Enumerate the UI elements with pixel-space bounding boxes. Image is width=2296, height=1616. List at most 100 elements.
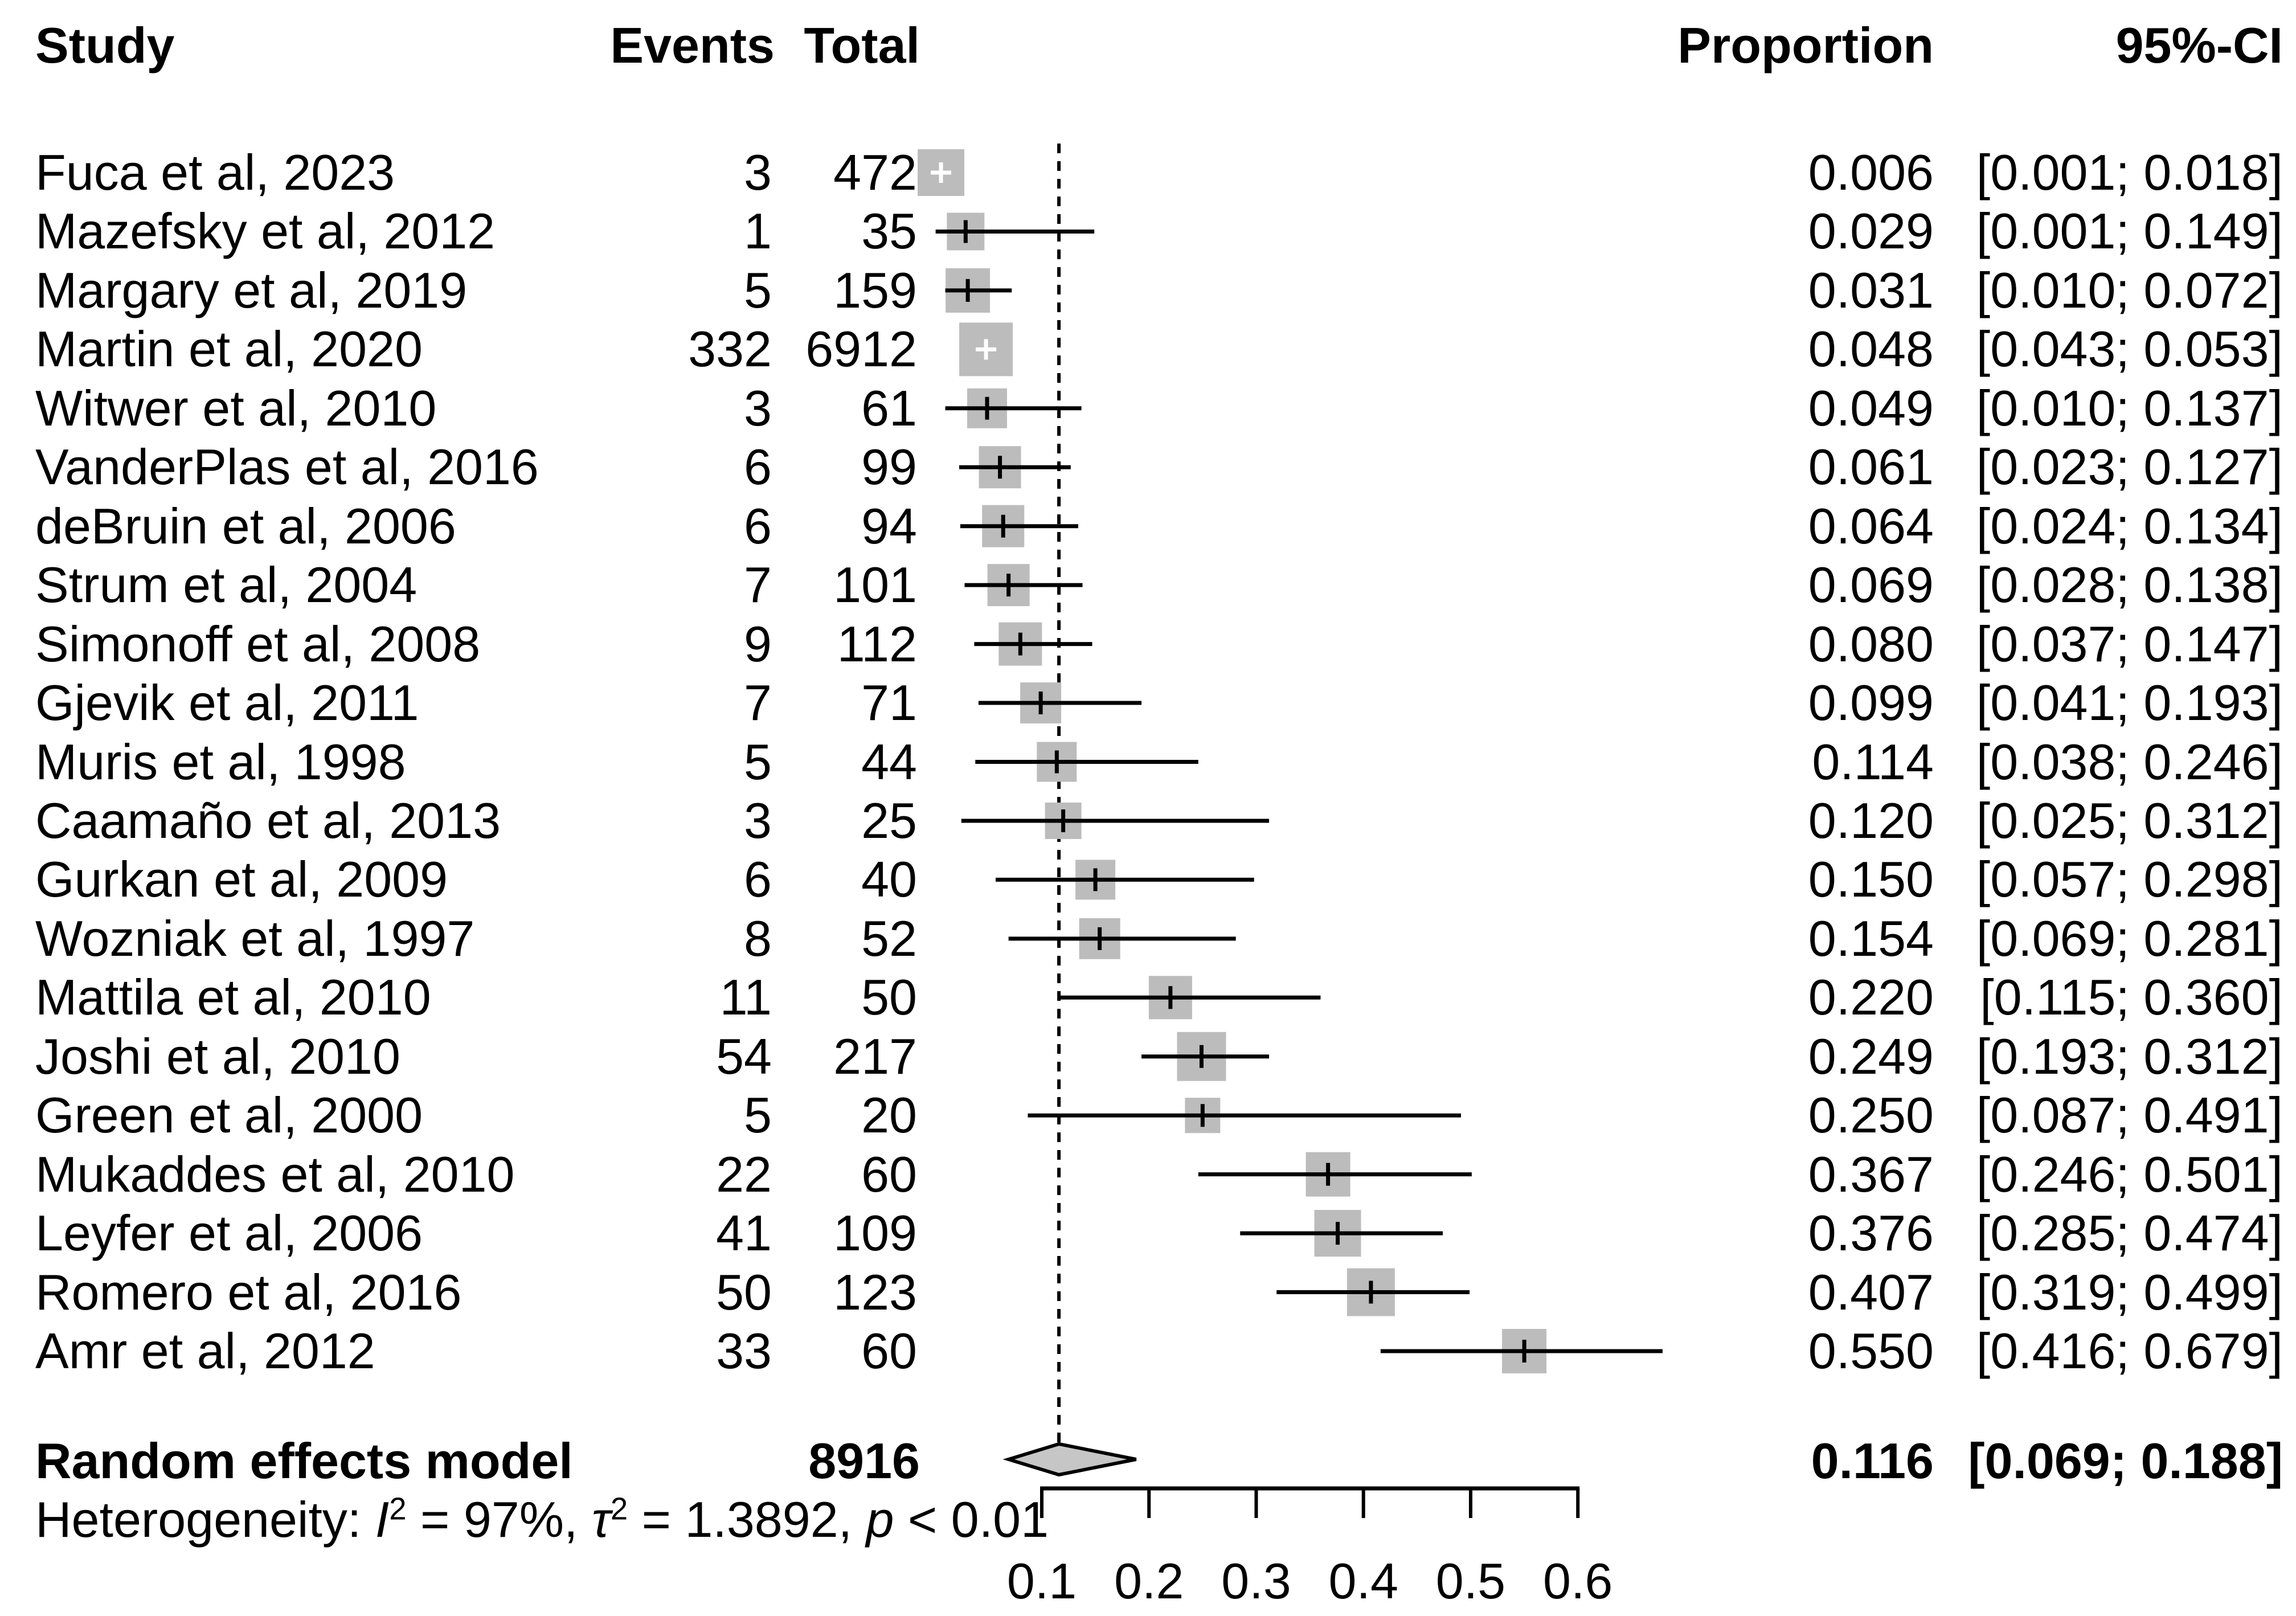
- proportion-value: 0.061: [1808, 439, 1934, 496]
- total-value: 25: [861, 792, 917, 849]
- ci-value: [0.038; 0.246]: [1976, 733, 2283, 790]
- summary-proportion: 0.116: [1811, 1433, 1934, 1489]
- total-value: 20: [861, 1087, 917, 1144]
- proportion-value: 0.064: [1808, 497, 1934, 554]
- ci-value: [0.087; 0.491]: [1976, 1087, 2283, 1144]
- total-value: 71: [861, 674, 917, 731]
- study-label: Strum et al, 2004: [35, 557, 418, 613]
- study-label: Martin et al, 2020: [35, 321, 423, 378]
- total-value: 40: [861, 851, 917, 908]
- ci-value: [0.285; 0.474]: [1976, 1205, 2283, 1262]
- events-value: 11: [719, 969, 772, 1026]
- column-header-study: Study: [35, 17, 175, 73]
- ci-value: [0.010; 0.072]: [1976, 261, 2283, 318]
- study-label: deBruin et al, 2006: [35, 497, 456, 554]
- proportion-value: 0.069: [1808, 557, 1934, 613]
- proportion-value: 0.550: [1808, 1323, 1934, 1379]
- study-label: Simonoff et al, 2008: [35, 615, 481, 672]
- events-value: 41: [716, 1205, 772, 1262]
- total-value: 50: [861, 969, 917, 1026]
- study-label: Witwer et al, 2010: [35, 379, 437, 436]
- events-value: 5: [744, 1087, 772, 1144]
- ci-value: [0.043; 0.053]: [1976, 321, 2283, 378]
- tau-squared-exponent: 2: [610, 1491, 628, 1527]
- heterogeneity-tau2-value: = 1.3892,: [628, 1491, 866, 1548]
- proportion-value: 0.048: [1808, 321, 1934, 378]
- ci-value: [0.037; 0.147]: [1976, 615, 2283, 672]
- x-axis-tick-label: 0.1: [1007, 1553, 1077, 1609]
- total-value: 159: [833, 261, 917, 318]
- x-axis-tick-label: 0.3: [1221, 1553, 1291, 1609]
- ci-value: [0.001; 0.149]: [1976, 203, 2283, 260]
- proportion-value: 0.250: [1808, 1087, 1934, 1144]
- events-value: 3: [744, 379, 772, 436]
- proportion-value: 0.029: [1808, 203, 1934, 260]
- column-header-proportion: Proportion: [1677, 17, 1934, 73]
- column-header-total: Total: [804, 17, 920, 73]
- events-value: 6: [744, 439, 772, 496]
- ci-value: [0.028; 0.138]: [1976, 557, 2283, 613]
- summary-ci: [0.069; 0.188]: [1968, 1433, 2283, 1489]
- summary-total: 8916: [808, 1433, 920, 1489]
- ci-value: [0.069; 0.281]: [1976, 910, 2283, 967]
- proportion-value: 0.150: [1808, 851, 1934, 908]
- heterogeneity-p-value: < 0.01: [894, 1491, 1049, 1548]
- ci-value: [0.025; 0.312]: [1976, 792, 2283, 849]
- total-value: 60: [861, 1323, 917, 1379]
- events-value: 8: [744, 910, 772, 967]
- study-label: Wozniak et al, 1997: [35, 910, 475, 967]
- study-label: VanderPlas et al, 2016: [35, 439, 539, 496]
- study-label: Fuca et al, 2023: [35, 144, 395, 201]
- events-value: 7: [744, 674, 772, 731]
- proportion-value: 0.154: [1808, 910, 1934, 967]
- i-squared-exponent: 2: [389, 1491, 407, 1527]
- total-value: 101: [833, 557, 917, 613]
- proportion-value: 0.080: [1808, 615, 1934, 672]
- heterogeneity-i2-value: = 97%,: [406, 1491, 592, 1548]
- x-axis-tick-label: 0.6: [1543, 1553, 1612, 1609]
- study-label: Mattila et al, 2010: [35, 969, 431, 1026]
- proportion-value: 0.114: [1812, 733, 1934, 790]
- ci-value: [0.193; 0.312]: [1976, 1028, 2283, 1085]
- total-value: 109: [833, 1205, 917, 1262]
- events-value: 54: [716, 1028, 772, 1085]
- heterogeneity-note: Heterogeneity: I2 = 97%, τ2 = 1.3892, p …: [35, 1490, 1049, 1549]
- proportion-value: 0.006: [1808, 144, 1934, 201]
- events-value: 3: [744, 144, 772, 201]
- p-symbol: p: [866, 1491, 894, 1548]
- proportion-value: 0.031: [1808, 261, 1934, 318]
- total-value: 52: [861, 910, 917, 967]
- summary-diamond: [1002, 1442, 1137, 1477]
- x-axis-tick-label: 0.4: [1329, 1553, 1398, 1609]
- proportion-value: 0.367: [1808, 1145, 1934, 1202]
- events-value: 9: [744, 615, 772, 672]
- total-value: 35: [861, 203, 917, 260]
- ci-value: [0.041; 0.193]: [1976, 674, 2283, 731]
- proportion-value: 0.376: [1808, 1205, 1934, 1262]
- study-label: Joshi et al, 2010: [35, 1028, 400, 1085]
- column-header-events: Events: [610, 17, 775, 73]
- total-value: 94: [861, 497, 917, 554]
- i-squared-symbol: I: [375, 1491, 390, 1548]
- events-value: 5: [744, 261, 772, 318]
- total-value: 112: [837, 615, 917, 672]
- proportion-value: 0.049: [1808, 379, 1934, 436]
- ci-value: [0.024; 0.134]: [1976, 497, 2283, 554]
- study-label: Amr et al, 2012: [35, 1323, 375, 1379]
- tau-squared-symbol: τ: [591, 1491, 611, 1548]
- events-value: 3: [744, 792, 772, 849]
- total-value: 6912: [805, 321, 917, 378]
- study-label: Caamaño et al, 2013: [35, 792, 501, 849]
- ci-value: [0.246; 0.501]: [1976, 1145, 2283, 1202]
- study-label: Gurkan et al, 2009: [35, 851, 448, 908]
- ci-value: [0.010; 0.137]: [1976, 379, 2283, 436]
- events-value: 6: [744, 497, 772, 554]
- total-value: 60: [861, 1145, 917, 1202]
- study-label: Margary et al, 2019: [35, 261, 468, 318]
- events-value: 50: [716, 1263, 772, 1320]
- events-value: 22: [716, 1145, 772, 1202]
- ci-value: [0.416; 0.679]: [1976, 1323, 2283, 1379]
- heterogeneity-prefix: Heterogeneity:: [35, 1491, 375, 1548]
